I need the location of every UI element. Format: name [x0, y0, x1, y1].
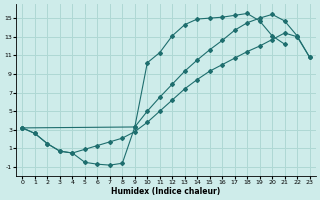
X-axis label: Humidex (Indice chaleur): Humidex (Indice chaleur) [111, 187, 221, 196]
